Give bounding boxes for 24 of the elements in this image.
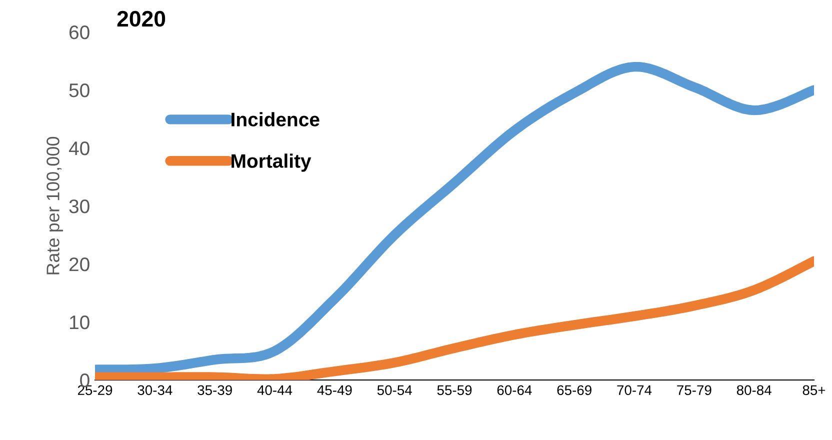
legend-label: Mortality [232, 154, 312, 172]
x-tick-label: 85+ [802, 385, 826, 396]
y-tick-label: 40 [68, 141, 90, 156]
y-tick-label: 50 [69, 83, 90, 98]
y-tick-label: 0 [80, 373, 90, 388]
x-tick-label: 35-39 [198, 385, 232, 396]
legend-label: Incidence [232, 112, 320, 126]
x-tick-label: 70-74 [617, 385, 652, 396]
x-tick-label: 45-49 [317, 385, 352, 396]
x-tick-label: 80-84 [736, 385, 772, 396]
x-tick-label: 50-54 [377, 385, 412, 396]
x-tick-label: 65-69 [557, 385, 592, 396]
y-axis-title: Rate per 100,000 [46, 136, 63, 274]
x-tick-label: 30-34 [138, 385, 172, 396]
x-tick-label: 40-44 [257, 385, 292, 396]
x-tick-label: 25-29 [78, 385, 112, 396]
y-tick-label: 60 [70, 25, 90, 40]
x-tick-label: 75-79 [677, 385, 712, 396]
y-tick-label: 10 [70, 315, 90, 330]
y-tick-label: 30 [69, 199, 90, 214]
y-tick-label: 20 [69, 257, 90, 272]
x-tick-label: 60-64 [497, 385, 532, 396]
chart-title: 2020 [117, 10, 166, 27]
x-tick-label: 55-59 [437, 385, 472, 396]
